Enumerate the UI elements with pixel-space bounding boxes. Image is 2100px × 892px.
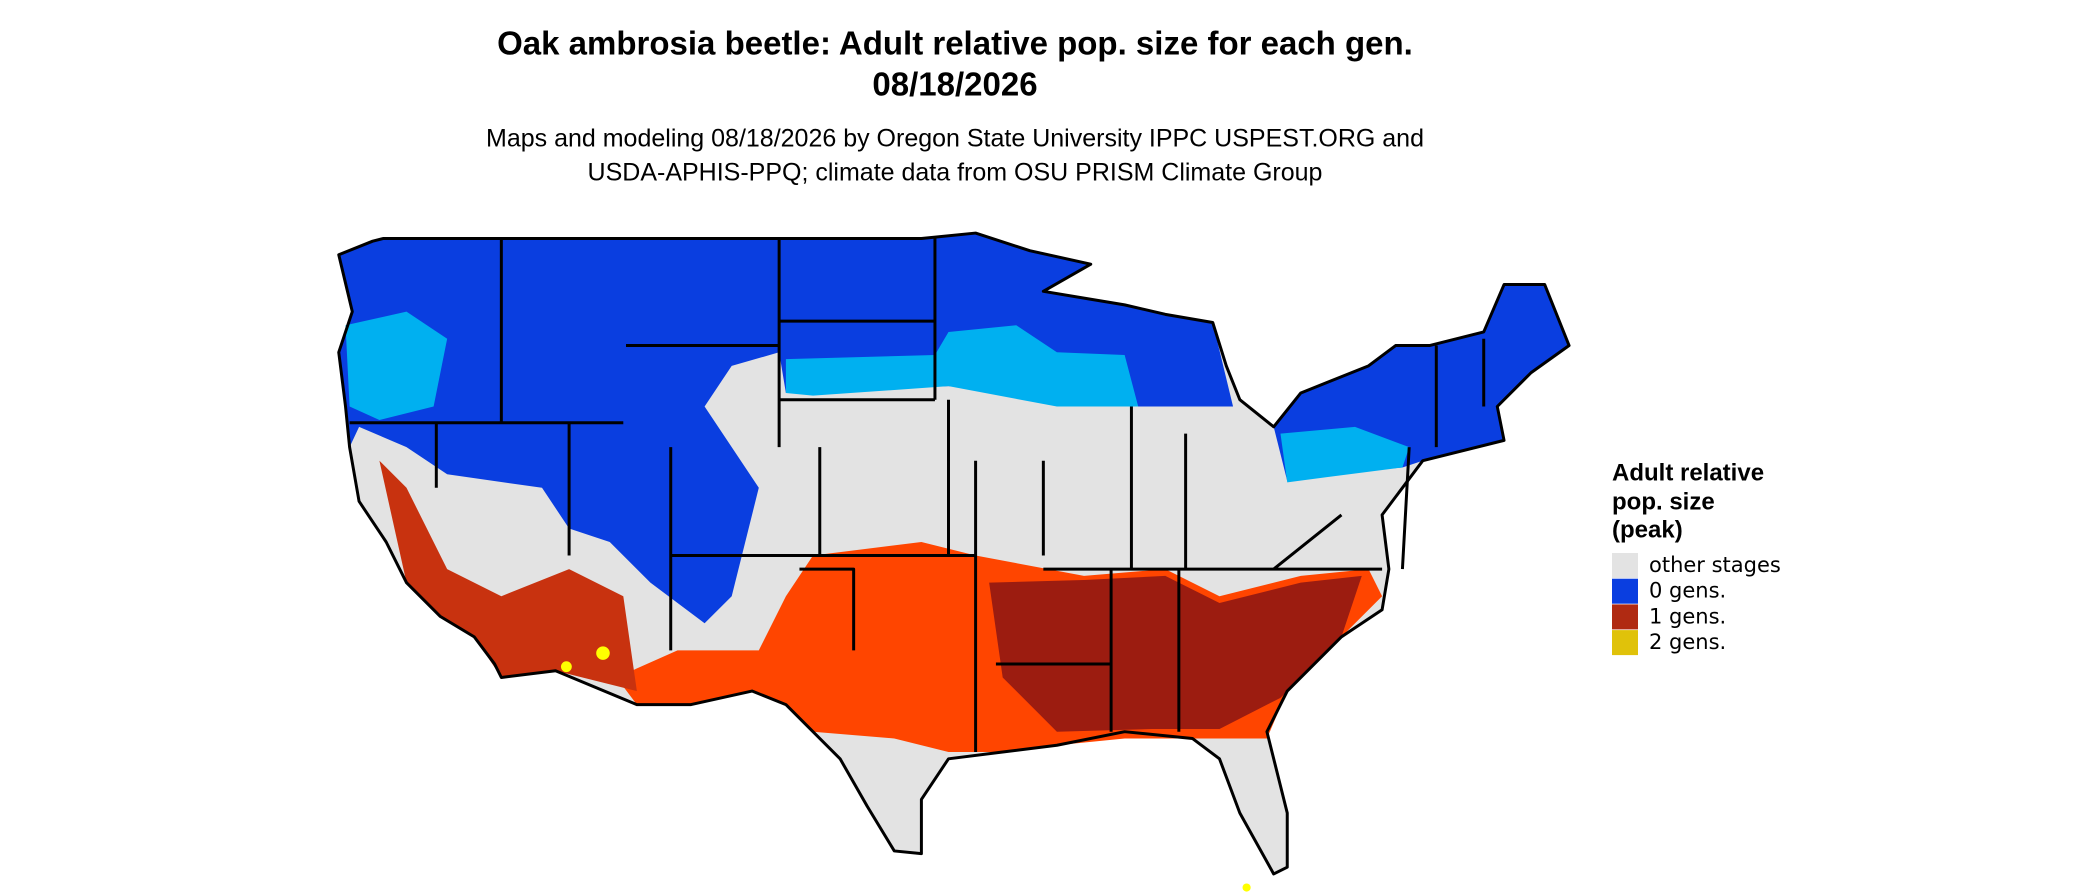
region-yellow: [560, 661, 572, 673]
legend-swatch: [1612, 630, 1638, 656]
region-southeast: [989, 575, 1362, 732]
state-borders: [349, 237, 1486, 753]
title: 08/18/2026: [872, 66, 1037, 103]
legend-swatch: [1612, 604, 1638, 630]
legend: Adult relative pop. size (peak) other st…: [1612, 459, 1781, 656]
us-map: [337, 231, 1571, 892]
region-northeast-light: [1280, 426, 1410, 483]
legend-label: other stages: [1649, 553, 1781, 577]
region-north-light: [785, 325, 1139, 407]
legend-swatch: [1612, 553, 1638, 578]
legend-label: 0 gens.: [1649, 579, 1726, 603]
region-yellow: [596, 646, 610, 660]
legend-title: (peak): [1612, 516, 1683, 543]
subtitle: USDA-APHIS-PPQ; climate data from OSU PR…: [588, 159, 1323, 187]
legend-title: Adult relative: [1612, 459, 1764, 486]
legend-label: 1 gens.: [1649, 604, 1726, 628]
legend-swatch: [1612, 578, 1638, 604]
region-north-light: [345, 311, 448, 421]
legend-label: 2 gens.: [1649, 630, 1726, 654]
us-border: [337, 231, 1571, 876]
legend-title: pop. size: [1612, 488, 1715, 515]
title: Oak ambrosia beetle: Adult relative pop.…: [497, 25, 1413, 62]
region-southwest: [379, 460, 637, 692]
region-yellow: [1242, 883, 1251, 892]
subtitle: Maps and modeling 08/18/2026 by Oregon S…: [486, 125, 1424, 153]
